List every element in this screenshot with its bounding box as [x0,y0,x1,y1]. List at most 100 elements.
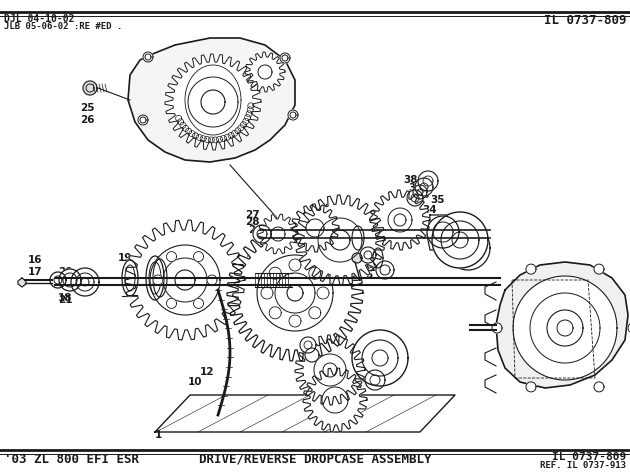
Polygon shape [496,262,628,388]
Polygon shape [415,178,433,196]
Text: DRIVE/REVERSE DROPCASE ASSEMBLY: DRIVE/REVERSE DROPCASE ASSEMBLY [198,453,432,466]
Text: 6: 6 [298,337,306,347]
Polygon shape [269,307,281,319]
Text: 21: 21 [58,295,72,305]
Polygon shape [289,315,301,327]
Polygon shape [207,275,217,285]
Polygon shape [628,323,630,333]
Text: 1: 1 [155,430,163,440]
Text: 23: 23 [322,247,336,257]
Polygon shape [125,220,245,340]
Polygon shape [526,264,536,274]
Polygon shape [427,215,458,250]
Polygon shape [280,53,290,63]
Text: 34: 34 [372,355,387,365]
Text: IL 0737-809: IL 0737-809 [544,14,626,27]
Polygon shape [138,115,148,125]
Polygon shape [370,190,430,250]
Polygon shape [352,330,408,386]
Polygon shape [155,395,455,432]
Polygon shape [150,245,220,315]
Polygon shape [18,278,26,287]
Polygon shape [352,226,364,250]
Text: DJL 04-10-02: DJL 04-10-02 [4,14,74,24]
Text: JLB 05-06-02 :RE #ED .: JLB 05-06-02 :RE #ED . [4,22,122,31]
Polygon shape [153,259,167,297]
Text: 33: 33 [372,367,386,377]
Text: 17: 17 [28,267,43,277]
Text: 20: 20 [58,267,72,277]
Text: 9: 9 [324,410,331,420]
Text: 30: 30 [355,251,370,261]
Polygon shape [300,337,316,353]
Polygon shape [352,253,362,263]
Polygon shape [360,247,376,263]
Polygon shape [513,276,617,380]
Polygon shape [594,264,604,274]
Polygon shape [71,268,99,296]
Polygon shape [258,214,298,254]
Polygon shape [388,208,412,232]
Text: 8: 8 [338,395,346,405]
Text: 33: 33 [456,235,471,245]
Polygon shape [314,354,346,386]
Text: 16: 16 [28,255,42,265]
Polygon shape [122,260,138,296]
Polygon shape [153,275,163,285]
Text: 15: 15 [140,280,154,290]
Polygon shape [253,225,271,243]
Polygon shape [295,195,385,285]
Polygon shape [295,335,365,405]
Text: 39: 39 [372,378,386,388]
Polygon shape [446,226,490,270]
Text: 12: 12 [200,367,214,377]
Text: 10: 10 [188,377,202,387]
Text: IL 0737-809: IL 0737-809 [552,452,626,462]
Text: 27: 27 [245,210,260,220]
Text: 36: 36 [415,190,430,200]
Polygon shape [373,248,383,268]
Polygon shape [227,225,363,361]
Text: 26: 26 [80,115,94,125]
Text: 18: 18 [58,293,72,303]
Polygon shape [407,190,423,206]
Text: 3: 3 [336,383,343,393]
Polygon shape [245,52,285,92]
Text: 2: 2 [248,287,255,297]
Polygon shape [289,259,301,271]
Text: 37: 37 [408,183,423,193]
Polygon shape [413,185,427,199]
Polygon shape [309,307,321,319]
Polygon shape [317,287,329,299]
Polygon shape [526,382,536,392]
Text: 19: 19 [118,253,132,263]
Text: 32: 32 [456,213,471,223]
Text: 27: 27 [355,243,370,253]
Polygon shape [427,216,459,248]
Text: '03 ZL 800 EFI ESR: '03 ZL 800 EFI ESR [4,453,139,466]
Polygon shape [166,298,176,308]
Text: 22: 22 [375,265,389,275]
Text: 24: 24 [248,225,263,235]
Text: 35: 35 [430,195,445,205]
Polygon shape [165,54,261,150]
Polygon shape [146,256,164,300]
Text: 31: 31 [362,263,377,273]
Text: 7: 7 [248,273,255,283]
Polygon shape [303,368,367,432]
Polygon shape [261,287,273,299]
Text: REF. IL 0737-913: REF. IL 0737-913 [540,461,626,470]
Text: 13: 13 [195,253,210,263]
Polygon shape [193,298,203,308]
Polygon shape [291,204,339,252]
Polygon shape [594,382,604,392]
Polygon shape [166,252,176,262]
Polygon shape [418,171,438,191]
Polygon shape [322,387,348,413]
Polygon shape [492,323,502,333]
Polygon shape [432,212,488,268]
Polygon shape [59,269,81,291]
Text: 34: 34 [422,205,437,215]
Polygon shape [305,348,319,362]
Polygon shape [288,110,298,120]
